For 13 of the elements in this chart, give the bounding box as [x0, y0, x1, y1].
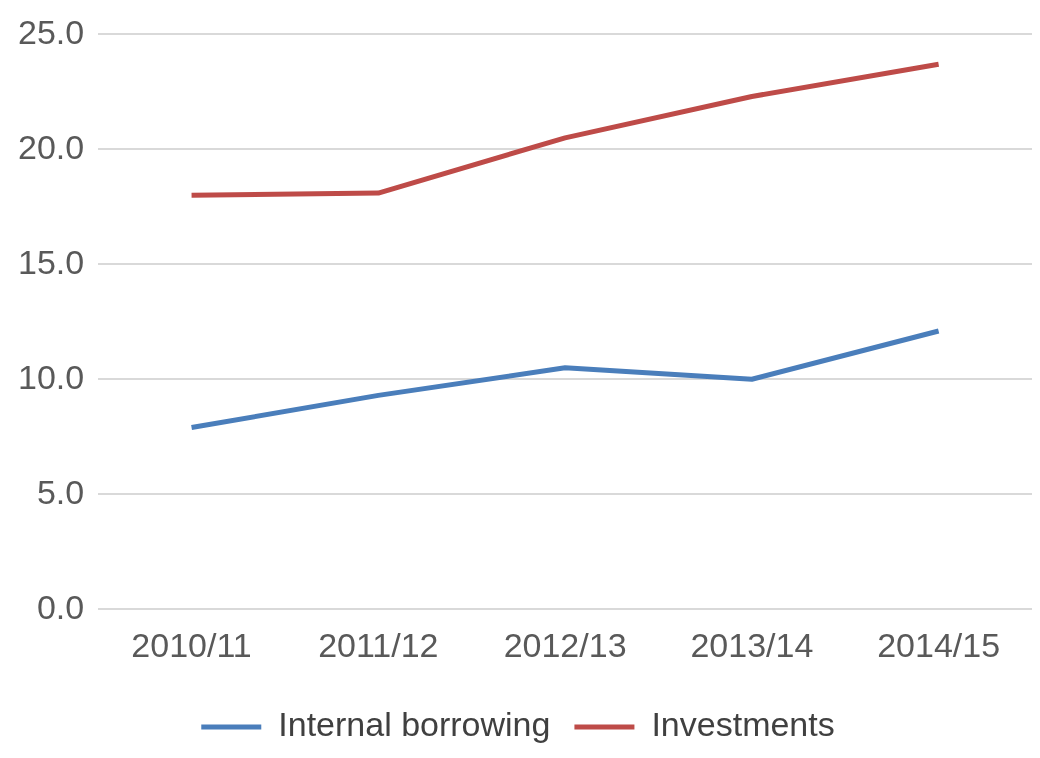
y-tick-label: 25.0 [17, 12, 85, 51]
legend-label: Investments [651, 705, 835, 744]
x-tick-label: 2011/12 [318, 625, 439, 664]
x-tick-label: 2013/14 [690, 625, 814, 664]
x-tick-label: 2010/11 [131, 625, 252, 664]
y-tick-label: 15.0 [17, 242, 85, 281]
legend-label: Internal borrowing [278, 705, 551, 744]
y-tick-label: 20.0 [17, 127, 85, 166]
x-tick-label: 2014/15 [877, 625, 1001, 664]
y-tick-label: 0.0 [36, 587, 85, 626]
x-tick-label: 2012/13 [503, 625, 627, 664]
y-tick-label: 5.0 [36, 472, 85, 511]
y-tick-label: 10.0 [17, 357, 85, 396]
